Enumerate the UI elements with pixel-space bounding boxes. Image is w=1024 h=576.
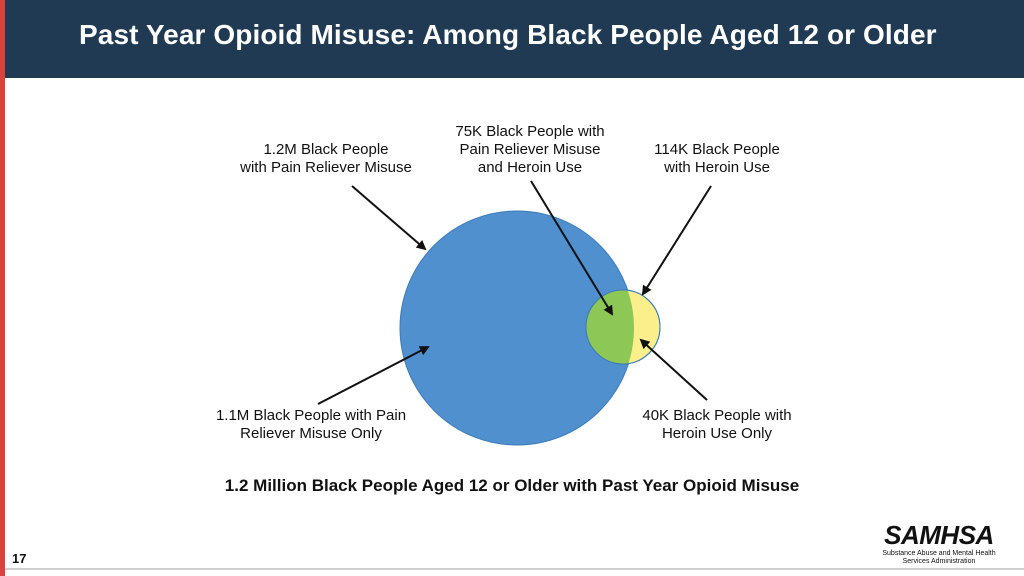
logo-wordmark: SAMHSA xyxy=(884,520,994,550)
arrow-pain-reliever-only xyxy=(317,346,430,405)
arrow-heroin-use xyxy=(641,185,712,296)
slide-title: Past Year Opioid Misuse: Among Black Peo… xyxy=(79,19,937,50)
arrow-pain-reliever-misuse xyxy=(351,185,427,251)
accent-bar xyxy=(0,0,5,576)
header-banner: Past Year Opioid Misuse: Among Black Peo… xyxy=(5,0,1024,78)
page-number: 17 xyxy=(12,551,27,566)
callout-heroin-use: 114K Black People with Heroin Use xyxy=(654,141,780,176)
callout-pain-reliever-only: 1.1M Black People with Pain Reliever Mis… xyxy=(215,407,407,442)
diagram-summary: 1.2 Million Black People Aged 12 or Olde… xyxy=(224,476,800,495)
heroin-use-circle-outline xyxy=(585,289,661,365)
arrow-heroin-only xyxy=(639,338,708,401)
callout-pain-reliever-misuse: 1.2M Black People with Pain Reliever Mis… xyxy=(240,141,412,176)
samhsa-logo: SAMHSA Substance Abuse and Mental Health… xyxy=(880,520,998,570)
logo-tagline: Substance Abuse and Mental Health Servic… xyxy=(882,550,996,565)
callout-both: 75K Black People with Pain Reliever Misu… xyxy=(455,123,605,176)
footer-divider xyxy=(5,568,1024,570)
arrow-both xyxy=(530,180,614,316)
callout-heroin-only: 40K Black People with Heroin Use Only xyxy=(642,407,792,442)
